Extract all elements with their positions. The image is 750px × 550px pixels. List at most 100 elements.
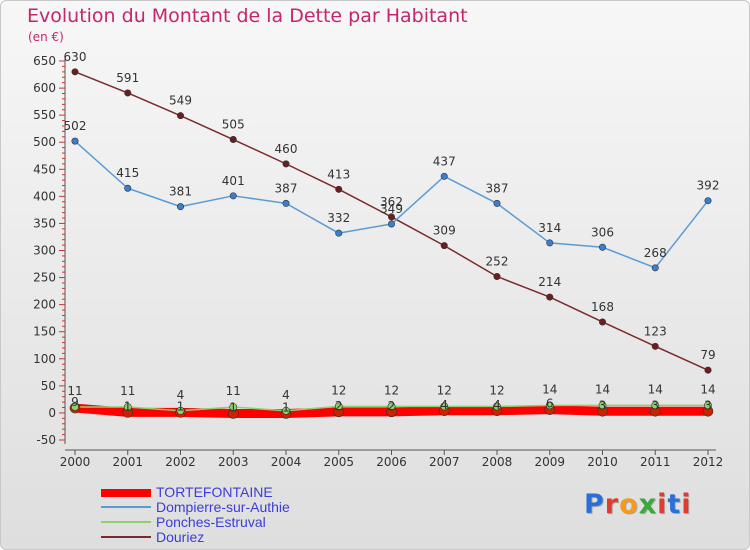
x-tick-label: 2002: [165, 455, 196, 469]
data-point: [598, 243, 606, 251]
data-label: 12: [437, 383, 452, 397]
data-point: [124, 184, 132, 192]
x-tick-label: 2006: [376, 455, 407, 469]
data-label: 9: [71, 395, 79, 409]
data-label: 1: [282, 400, 290, 414]
data-label: 392: [697, 179, 720, 193]
data-label: 12: [489, 383, 504, 397]
data-point: [704, 197, 712, 205]
x-tick-label: 2001: [112, 455, 143, 469]
data-point: [493, 199, 501, 207]
logo-letter: P: [584, 489, 605, 520]
data-label: 309: [433, 224, 456, 238]
data-label: 413: [327, 167, 350, 181]
data-point: [387, 213, 395, 221]
legend-swatch: [101, 489, 151, 497]
data-label: 362: [380, 195, 403, 209]
data-label: 505: [222, 118, 245, 132]
data-label: 4: [493, 398, 501, 412]
data-label: 12: [331, 383, 346, 397]
x-tick-label: 2012: [693, 455, 724, 469]
x-tick-label: 2010: [587, 455, 618, 469]
data-label: 268: [644, 246, 667, 260]
y-tick-label: 0: [48, 406, 56, 420]
data-point: [546, 239, 554, 247]
data-label: 6: [546, 397, 554, 411]
y-tick-label: 200: [33, 298, 56, 312]
data-label: 460: [275, 142, 298, 156]
data-point: [651, 264, 659, 272]
y-tick-label: 100: [33, 352, 56, 366]
data-label: 2: [388, 399, 396, 413]
legend-label: TORTEFONTAINE: [156, 484, 273, 500]
data-label: 4: [177, 388, 185, 402]
data-label: 3: [704, 398, 712, 412]
data-label: 3: [651, 398, 659, 412]
data-label: 3: [599, 398, 607, 412]
data-label: 314: [538, 221, 561, 235]
x-tick-label: 2011: [640, 455, 671, 469]
data-point: [282, 406, 290, 415]
data-label: 252: [486, 254, 509, 268]
logo-letter: r: [604, 489, 620, 520]
legend-swatch: [101, 506, 151, 508]
data-label: 349: [380, 202, 403, 216]
data-point: [335, 229, 343, 237]
data-point: [282, 199, 290, 207]
data-point: [493, 402, 501, 411]
data-point: [177, 112, 185, 120]
data-label: 332: [327, 211, 350, 225]
y-tick-label: 50: [41, 379, 56, 393]
data-point: [229, 192, 237, 200]
data-label: 12: [384, 383, 399, 397]
data-point: [387, 402, 396, 411]
data-point: [493, 272, 501, 280]
legend-label: Dompierre-sur-Authie: [156, 499, 290, 515]
x-tick-label: 2007: [429, 455, 460, 469]
data-label: 381: [169, 185, 192, 199]
data-point: [335, 185, 343, 193]
legend-swatch: [101, 521, 151, 523]
data-label: 401: [222, 174, 245, 188]
data-point: [704, 366, 712, 374]
data-label: 168: [591, 300, 614, 314]
data-label: 2: [335, 399, 343, 413]
data-point: [440, 172, 448, 180]
data-point: [177, 203, 185, 211]
y-tick-label: 550: [33, 108, 56, 122]
data-label: 387: [486, 181, 509, 195]
data-label: 1: [229, 400, 237, 414]
logo-letter: t: [667, 489, 682, 520]
data-point: [71, 403, 79, 411]
data-point: [598, 318, 606, 326]
chart-subtitle: (en €): [28, 30, 64, 44]
chart-title: Evolution du Montant de la Dette par Hab…: [27, 5, 468, 27]
x-tick-label: 2004: [271, 455, 302, 469]
data-point: [440, 242, 448, 250]
data-point: [334, 402, 343, 411]
data-label: 1: [177, 399, 185, 413]
data-point: [282, 160, 290, 168]
x-tick-label: 2005: [323, 455, 354, 469]
data-point: [176, 406, 185, 415]
y-tick-label: -50: [36, 433, 56, 447]
data-label: 79: [700, 348, 715, 362]
y-tick-label: 450: [33, 162, 56, 176]
x-tick-label: 2008: [482, 455, 513, 469]
data-label: 214: [538, 275, 561, 289]
data-label: 11: [120, 384, 135, 398]
y-tick-label: 500: [33, 135, 56, 149]
y-tick-label: 150: [33, 325, 56, 339]
data-label: 123: [644, 324, 667, 338]
data-label: 630: [64, 50, 87, 64]
data-label: 1: [124, 399, 132, 413]
data-label: 11: [67, 384, 82, 398]
data-point: [546, 293, 554, 301]
data-label: 549: [169, 94, 192, 108]
x-tick-label: 2003: [218, 455, 249, 469]
logo-letter: i: [681, 489, 692, 520]
logo-letter: o: [619, 489, 639, 520]
data-point: [229, 403, 238, 411]
data-point: [124, 89, 132, 97]
